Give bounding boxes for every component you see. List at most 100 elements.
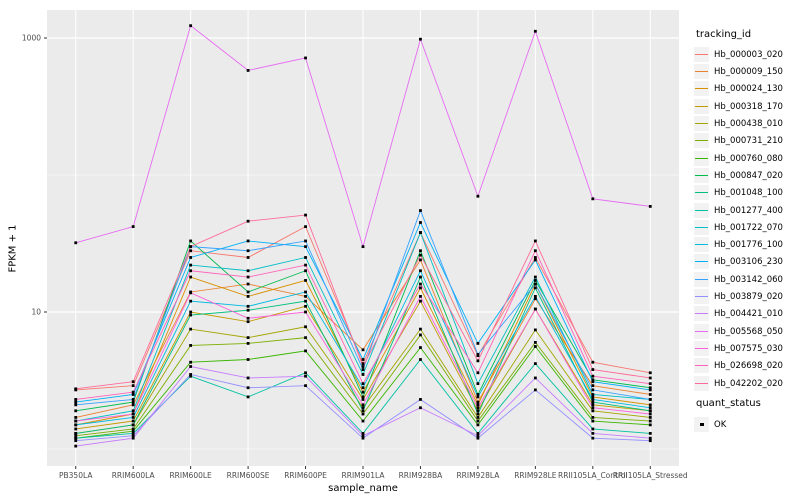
data-point-Hb_000731_210 bbox=[361, 412, 365, 416]
data-point-Hb_003142_060 bbox=[419, 209, 422, 212]
data-point-Hb_026698_020 bbox=[304, 263, 307, 267]
data-point-Hb_000731_210 bbox=[419, 333, 422, 337]
legend-label: Hb_000847_020 bbox=[714, 170, 783, 181]
legend-key-swatch bbox=[694, 150, 709, 166]
data-point-Hb_001776_100 bbox=[533, 294, 537, 298]
data-point-Hb_000003_020 bbox=[361, 362, 365, 366]
data-point-Hb_026698_020 bbox=[419, 282, 422, 286]
data-point-Hb_007575_030 bbox=[131, 412, 135, 416]
data-point-Hb_000003_020 bbox=[131, 384, 135, 388]
legend-key-swatch bbox=[694, 98, 709, 114]
data-point-Hb_000003_020 bbox=[591, 360, 595, 364]
legend-label: Hb_001776_100 bbox=[714, 240, 783, 251]
data-point-Hb_005568_050 bbox=[361, 245, 365, 249]
data-point-Hb_007575_030 bbox=[419, 294, 422, 298]
data-point-Hb_042202_020 bbox=[246, 219, 250, 223]
legend-label: Hb_003879_020 bbox=[714, 292, 783, 302]
legend-key-swatch bbox=[694, 202, 709, 218]
data-point-Hb_026698_020 bbox=[189, 269, 193, 273]
x-tick-label: RRIM600LA bbox=[112, 471, 156, 480]
data-point-Hb_001776_100 bbox=[189, 299, 193, 303]
data-point-Hb_000003_020 bbox=[304, 225, 307, 229]
data-point-Hb_000024_130 bbox=[361, 390, 365, 394]
data-point-Hb_000760_080 bbox=[304, 349, 307, 353]
data-point-Hb_001277_400 bbox=[533, 362, 537, 366]
data-point-Hb_007575_030 bbox=[591, 406, 595, 410]
data-point-Hb_000009_150 bbox=[131, 403, 135, 407]
data-point-Hb_001048_100 bbox=[74, 431, 78, 435]
legend-label: Hb_000318_170 bbox=[714, 101, 783, 112]
legend-color-line bbox=[695, 365, 708, 367]
data-point-Hb_003142_060 bbox=[246, 249, 250, 253]
x-tick-label: RRIM928LE bbox=[514, 471, 557, 480]
data-point-Hb_001722_070 bbox=[246, 269, 250, 273]
data-point-Hb_004421_010 bbox=[533, 376, 537, 380]
data-point-Hb_003879_020 bbox=[648, 439, 652, 443]
legend-color-line bbox=[695, 330, 708, 332]
legend-color-line bbox=[695, 278, 708, 280]
y-tick-label: 10 bbox=[31, 308, 41, 317]
legend-color-line bbox=[695, 123, 708, 124]
data-point-Hb_042202_020 bbox=[476, 359, 480, 363]
data-point-Hb_004421_010 bbox=[74, 444, 78, 448]
legend-color-line bbox=[695, 313, 708, 315]
data-point-Hb_003142_060 bbox=[476, 353, 480, 356]
data-point-Hb_003106_230 bbox=[533, 258, 537, 262]
legend-color-line bbox=[695, 244, 708, 246]
data-point-Hb_001776_100 bbox=[361, 386, 365, 390]
data-point-Hb_000760_080 bbox=[533, 345, 537, 348]
data-point-Hb_000318_170 bbox=[304, 304, 307, 308]
legend-label: Hb_000003_020 bbox=[714, 49, 783, 60]
data-point-Hb_003106_230 bbox=[361, 358, 365, 361]
x-tick-label: RRIM600LE bbox=[169, 471, 212, 480]
data-point-Hb_000847_020 bbox=[304, 269, 307, 273]
data-point-Hb_042202_020 bbox=[361, 365, 365, 368]
data-point-Hb_042202_020 bbox=[131, 380, 135, 384]
data-point-Hb_000003_020 bbox=[648, 371, 652, 375]
data-point-Hb_001776_100 bbox=[476, 395, 480, 399]
data-point-Hb_000024_130 bbox=[476, 403, 480, 407]
data-point-Hb_000760_080 bbox=[131, 429, 135, 433]
x-tick-label: RRIM928LA bbox=[456, 471, 500, 480]
legend-color-line bbox=[695, 105, 708, 107]
data-point-Hb_000438_010 bbox=[304, 325, 307, 329]
legend-key-swatch bbox=[694, 46, 709, 62]
data-point-Hb_001048_100 bbox=[419, 275, 422, 279]
data-point-Hb_007575_030 bbox=[74, 419, 78, 423]
data-point-Hb_000438_010 bbox=[246, 336, 250, 340]
data-point-Hb_001277_400 bbox=[246, 395, 250, 399]
data-point-Hb_000003_020 bbox=[533, 256, 537, 259]
legend-label: Hb_042202_020 bbox=[714, 378, 783, 389]
data-point-Hb_000760_080 bbox=[591, 419, 595, 423]
data-point-Hb_003879_020 bbox=[304, 384, 307, 388]
data-point-Hb_001722_070 bbox=[419, 231, 422, 234]
data-point-Hb_026698_020 bbox=[246, 275, 250, 279]
data-point-Hb_000318_170 bbox=[591, 403, 595, 407]
data-point-Hb_001776_100 bbox=[419, 269, 422, 273]
data-point-Hb_003879_020 bbox=[591, 436, 595, 440]
data-point-Hb_000847_020 bbox=[533, 279, 537, 282]
data-point-Hb_000024_130 bbox=[591, 395, 595, 399]
data-point-Hb_001776_100 bbox=[304, 290, 307, 294]
legend-color-line bbox=[695, 382, 708, 384]
data-point-Hb_042202_020 bbox=[591, 368, 595, 371]
data-point-Hb_001048_100 bbox=[246, 308, 250, 312]
legend-label: OK bbox=[714, 419, 727, 430]
data-point-Hb_000847_020 bbox=[131, 400, 135, 404]
legend-label: Hb_026698_020 bbox=[714, 361, 783, 372]
data-point-Hb_000009_150 bbox=[246, 282, 250, 286]
data-point-Hb_042202_020 bbox=[304, 213, 307, 217]
legend-key-swatch bbox=[694, 323, 709, 339]
legend-key-swatch bbox=[694, 289, 709, 304]
data-point-Hb_001722_070 bbox=[361, 373, 365, 376]
data-point-Hb_001048_100 bbox=[361, 409, 365, 413]
legend-key-swatch bbox=[694, 81, 709, 97]
legend-label: Hb_000009_150 bbox=[714, 67, 783, 78]
data-point-Hb_005568_050 bbox=[246, 69, 250, 72]
data-point-Hb_003879_020 bbox=[74, 439, 78, 443]
data-point-Hb_003106_230 bbox=[476, 341, 480, 345]
data-point-Hb_026698_020 bbox=[131, 390, 135, 394]
legend-color-line bbox=[695, 261, 708, 263]
data-point-Hb_005568_050 bbox=[131, 225, 135, 229]
